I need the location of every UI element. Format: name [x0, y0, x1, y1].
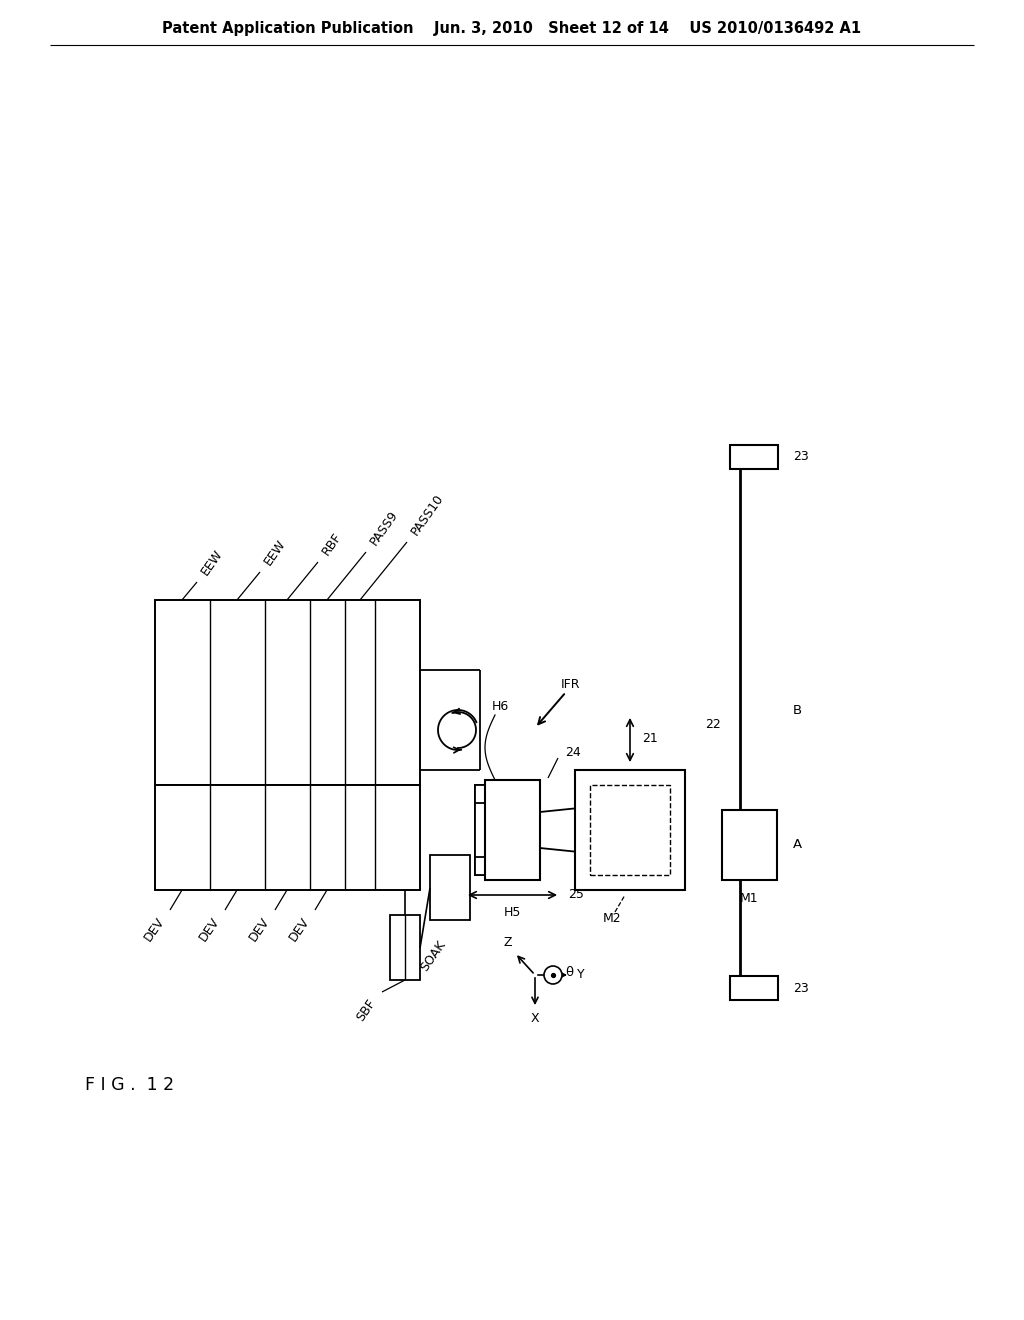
Text: B: B — [793, 704, 802, 717]
Text: SBF: SBF — [353, 997, 378, 1024]
Text: 23: 23 — [793, 982, 809, 994]
Bar — [475, 785, 505, 875]
Bar — [575, 770, 685, 890]
Circle shape — [544, 966, 562, 983]
Bar — [722, 810, 777, 880]
Text: θ: θ — [565, 966, 573, 979]
Text: F I G .  1 2: F I G . 1 2 — [85, 1076, 174, 1094]
Text: M2: M2 — [603, 912, 622, 924]
Bar — [487, 801, 509, 853]
Text: A: A — [793, 838, 802, 851]
Bar — [485, 780, 540, 880]
Text: IFR: IFR — [560, 678, 580, 692]
Text: 22: 22 — [705, 718, 721, 731]
Text: 21: 21 — [642, 731, 657, 744]
Bar — [475, 785, 485, 875]
Text: SOAK: SOAK — [418, 939, 449, 974]
Bar — [730, 975, 778, 1001]
Bar — [730, 445, 778, 469]
Bar — [475, 785, 500, 803]
Text: 23: 23 — [793, 450, 809, 463]
Text: PASS10: PASS10 — [409, 492, 446, 539]
Text: DEV: DEV — [141, 915, 167, 944]
Text: EEW: EEW — [199, 548, 225, 578]
Bar — [590, 785, 670, 875]
Bar — [430, 855, 470, 920]
Bar — [390, 915, 420, 979]
Text: 24: 24 — [565, 746, 581, 759]
Text: DEV: DEV — [197, 915, 222, 944]
Bar — [475, 857, 500, 875]
Text: X: X — [530, 1012, 540, 1026]
Text: DEV: DEV — [247, 915, 272, 944]
Text: PASS9: PASS9 — [368, 508, 401, 548]
Bar — [155, 601, 420, 785]
Text: 25: 25 — [568, 888, 584, 902]
Text: H5: H5 — [504, 907, 520, 920]
Bar — [155, 785, 420, 890]
Text: Patent Application Publication    Jun. 3, 2010   Sheet 12 of 14    US 2010/01364: Patent Application Publication Jun. 3, 2… — [163, 21, 861, 36]
Text: Y: Y — [578, 969, 585, 982]
Bar — [490, 809, 506, 845]
Text: H6: H6 — [492, 701, 509, 714]
Text: M1: M1 — [739, 891, 759, 904]
Text: EEW: EEW — [262, 537, 289, 568]
Text: Z: Z — [504, 936, 512, 949]
Text: RBF: RBF — [319, 531, 345, 558]
Text: DEV: DEV — [287, 915, 312, 944]
